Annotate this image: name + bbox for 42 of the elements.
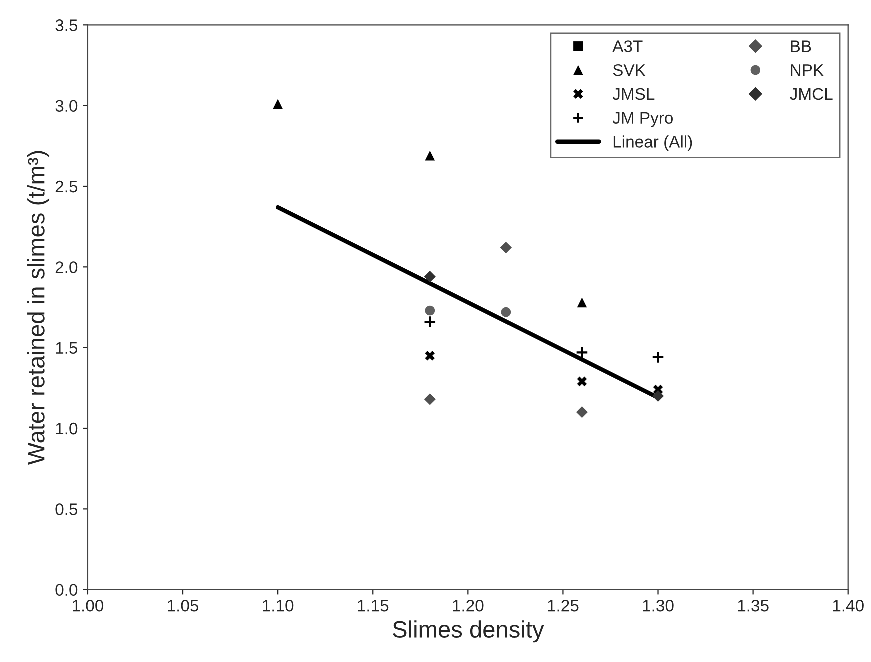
y-tick-label: 3.5 xyxy=(56,20,78,32)
x-tick-label: 1.25 xyxy=(548,600,579,612)
y-tick-label: 2.0 xyxy=(56,262,78,274)
point xyxy=(577,298,588,308)
point xyxy=(273,99,283,110)
y-tick-label: 3.0 xyxy=(56,100,78,112)
y-tick-label: 1.5 xyxy=(56,342,78,354)
point xyxy=(500,242,512,254)
x-tick-label: 1.35 xyxy=(738,600,769,612)
point xyxy=(652,351,665,364)
legend-label: JMCL xyxy=(790,88,833,100)
x-tick-label: 1.00 xyxy=(73,600,104,612)
point xyxy=(577,376,588,387)
legend-label: Linear (All) xyxy=(614,136,692,152)
point xyxy=(576,346,589,360)
legend-label: NPK xyxy=(791,64,824,76)
point xyxy=(425,350,436,361)
point xyxy=(425,306,436,316)
point xyxy=(424,271,436,283)
x-tick-label: 1.40 xyxy=(833,600,864,612)
y-tick-label: 0.0 xyxy=(56,584,78,596)
legend-label: A3T xyxy=(612,40,643,52)
x-tick-label: 1.10 xyxy=(263,600,294,612)
y-tick-label: 1.0 xyxy=(56,422,78,435)
point xyxy=(424,394,436,406)
x-tick-label: 1.05 xyxy=(168,600,199,612)
legend-label: BB xyxy=(791,40,812,52)
legend-label: JM Pyro xyxy=(612,112,674,128)
point xyxy=(576,406,588,418)
point xyxy=(425,150,436,161)
x-tick-label: 1.30 xyxy=(643,600,674,612)
y-axis-title: Water retained in slimes (t/m³) xyxy=(28,151,50,466)
point xyxy=(501,307,512,318)
y-tick-label: 0.5 xyxy=(56,504,78,516)
y-tick-label: 2.5 xyxy=(56,180,78,193)
legend-label: SVK xyxy=(613,64,646,76)
x-tick-label: 1.15 xyxy=(358,600,389,612)
point xyxy=(424,316,437,328)
legend-label: JMSL xyxy=(612,88,655,100)
point xyxy=(652,390,664,402)
x-tick-label: 1.20 xyxy=(453,600,484,612)
x-axis-title: Slimes density xyxy=(393,620,544,643)
